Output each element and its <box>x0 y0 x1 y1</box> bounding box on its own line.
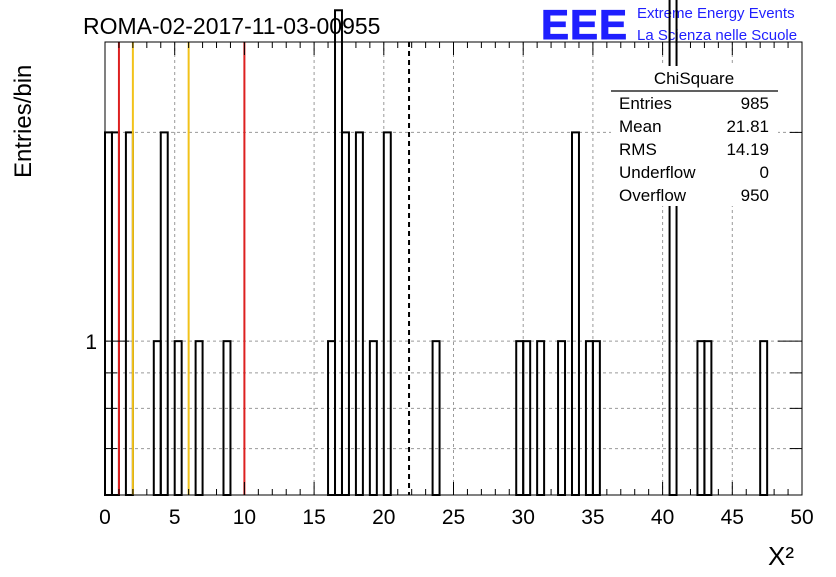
x-tick-label: 35 <box>581 506 604 529</box>
stats-box-title: ChiSquare <box>654 69 734 88</box>
stats-value: 21.81 <box>726 117 769 136</box>
stats-label: Mean <box>619 117 662 136</box>
stats-value: 985 <box>741 94 769 113</box>
stats-box-background <box>611 66 778 206</box>
x-tick-label: 5 <box>169 506 181 529</box>
stats-label: RMS <box>619 140 657 159</box>
x-tick-label: 45 <box>721 506 744 529</box>
threshold-lines <box>117 42 411 495</box>
stats-label: Entries <box>619 94 672 113</box>
y-axis-label: Entries/bin <box>10 65 37 178</box>
stats-value: 0 <box>760 163 769 182</box>
stats-value: 14.19 <box>726 140 769 159</box>
eee-logo: EEE <box>541 1 628 48</box>
x-tick-label: 20 <box>372 506 395 529</box>
stats-label: Underflow <box>619 163 696 182</box>
project-name: Extreme Energy Events <box>637 5 795 22</box>
stats-label: Overflow <box>619 186 687 205</box>
x-tick-label: 0 <box>99 506 111 529</box>
x-tick-label: 30 <box>512 506 535 529</box>
axis-ticks: 0 5 10 15 20 25 30 35 40 45 50 1 <box>85 42 814 529</box>
y-tick-label: 1 <box>85 331 97 354</box>
x-tick-label: 40 <box>651 506 674 529</box>
grid <box>105 42 802 495</box>
x-tick-label: 50 <box>790 506 813 529</box>
project-subtitle: La Scienza nelle Scuole <box>637 27 797 44</box>
x-tick-label: 10 <box>233 506 256 529</box>
run-title: ROMA-02-2017-11-03-00955 <box>83 13 380 39</box>
x-axis-label: X² <box>768 541 794 571</box>
stats-box: ChiSquare Entries 985 Mean 21.81 RMS 14.19 Und… <box>611 66 778 206</box>
x-tick-label: 15 <box>302 506 325 529</box>
x-tick-label: 25 <box>442 506 465 529</box>
stats-value: 950 <box>741 186 769 205</box>
